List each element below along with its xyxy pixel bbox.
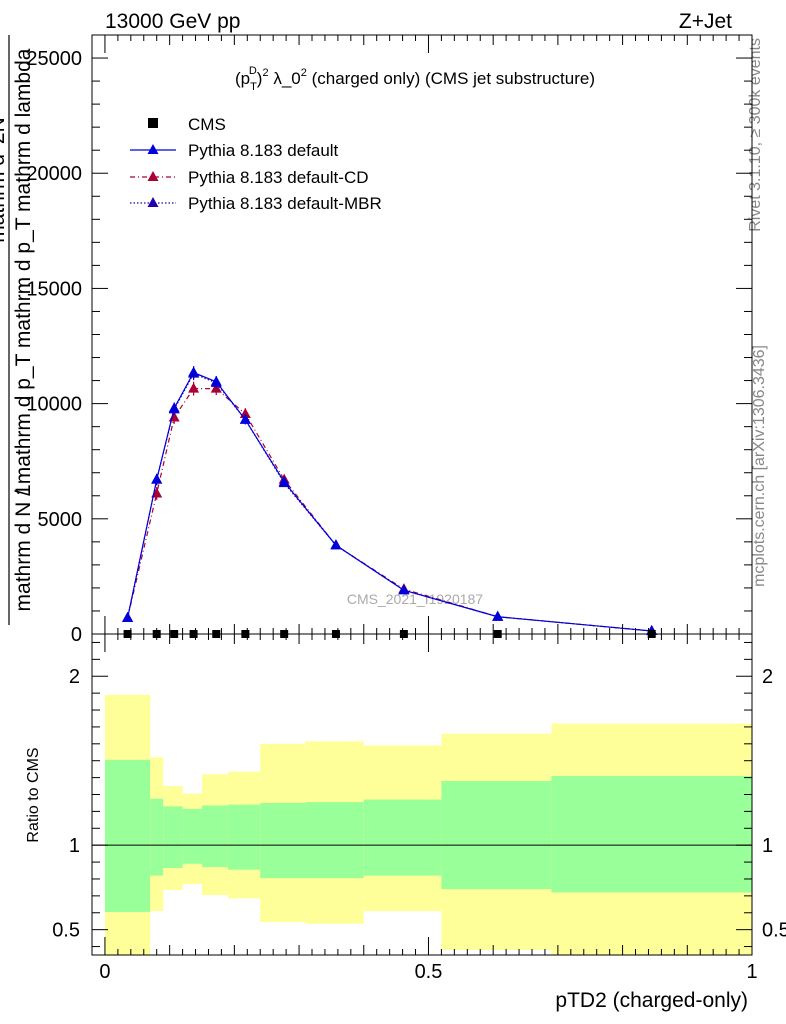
cms-marker-5 bbox=[241, 630, 250, 638]
cms-marker-0 bbox=[123, 630, 132, 638]
marker-default-2 bbox=[168, 402, 180, 413]
cms-marker-6 bbox=[280, 630, 289, 638]
ratio-inner-band-bin-9 bbox=[441, 780, 552, 890]
marker-default-7 bbox=[330, 539, 342, 550]
y-tick-label-10000: 10000 bbox=[26, 394, 82, 416]
ratio-inner-band-bin-4 bbox=[202, 805, 228, 868]
main-y-tick-labels: 0 5000 10000 15000 20000 25000 bbox=[26, 48, 82, 646]
main-axis-ticks bbox=[91, 34, 753, 635]
legend-cd-marker bbox=[147, 171, 159, 181]
legend-default-marker bbox=[147, 144, 159, 154]
legend-mbr-label: Pythia 8.183 default-MBR bbox=[188, 194, 382, 213]
legend: CMS Pythia 8.183 default Pythia 8.183 de… bbox=[130, 115, 382, 213]
ratio-tick-label-left-0.5: 0.5 bbox=[52, 920, 80, 942]
ratio-inner-band-bin-1 bbox=[150, 798, 164, 876]
x-axis-label: pTD2 (charged-only) bbox=[555, 989, 748, 1012]
cms-marker-3 bbox=[189, 630, 198, 638]
ratio-inner-band-bin-5 bbox=[227, 804, 261, 870]
ratio-y-axis-label: Ratio to CMS bbox=[25, 747, 42, 842]
ratio-inner-band-bin-2 bbox=[163, 806, 183, 868]
marker-default-6 bbox=[278, 475, 290, 486]
ratio-tick-label-right-2: 2 bbox=[762, 666, 773, 688]
ratio-tick-label-left-1: 1 bbox=[69, 835, 80, 857]
cms-marker-8 bbox=[399, 630, 408, 638]
plot-title: (pTD)2 λ_02 (charged only) (CMS jet subs… bbox=[235, 65, 595, 93]
legend-cms-label: CMS bbox=[188, 115, 226, 134]
rivet-version-label: Rivet 3.1.10, ≥ 300k events bbox=[747, 38, 764, 232]
ratio-inner-band-bin-8 bbox=[363, 799, 442, 876]
main-series-layer bbox=[122, 366, 658, 638]
legend-mbr-marker bbox=[147, 197, 159, 207]
header-right-label: Z+Jet bbox=[679, 10, 732, 33]
y-tick-label-0: 0 bbox=[71, 624, 82, 646]
x-tick-label-1: 1 bbox=[746, 961, 757, 983]
mcplots-label: mcplots.cern.ch [arXiv:1306.3436] bbox=[751, 345, 768, 587]
cms-marker-2 bbox=[170, 630, 179, 638]
cms-marker-7 bbox=[331, 630, 340, 638]
cms-marker-4 bbox=[212, 630, 221, 638]
ratio-inner-band-bin-7 bbox=[305, 802, 364, 879]
ratio-axis-ticks bbox=[91, 634, 753, 955]
marker-default-0 bbox=[122, 611, 134, 622]
main-y-axis-label: 1 mathrm d N / mathrm d p_T mathrm d p_T… bbox=[0, 35, 35, 625]
ratio-inner-band-bin-6 bbox=[260, 802, 306, 879]
ratio-inner-band-bin-10 bbox=[551, 775, 752, 893]
legend-cms-marker bbox=[148, 118, 158, 128]
marker-default-9 bbox=[492, 610, 504, 621]
marker-default-3 bbox=[188, 366, 200, 377]
marker-default-4 bbox=[210, 375, 222, 386]
ratio-tick-label-left-2: 2 bbox=[69, 666, 80, 688]
marker-default-8 bbox=[398, 584, 410, 595]
marker-default-1 bbox=[151, 473, 163, 484]
marker-cd-3 bbox=[188, 382, 200, 393]
y-tick-label-20000: 20000 bbox=[26, 163, 82, 185]
header-left-label: 13000 GeV pp bbox=[105, 10, 240, 33]
legend-default-label: Pythia 8.183 default bbox=[188, 141, 339, 160]
ratio-tick-label-right-0.5: 0.5 bbox=[762, 920, 786, 942]
y-tick-label-15000: 15000 bbox=[26, 278, 82, 300]
ratio-bands bbox=[104, 694, 752, 955]
ratio-y-tick-labels: 0.5 1 2 0.5 1 2 bbox=[52, 666, 786, 941]
y-label-denominator: mathrm d N / mathrm d p_T mathrm d p_T m… bbox=[12, 48, 35, 611]
cms-marker-1 bbox=[152, 630, 161, 638]
x-tick-label-0.5: 0.5 bbox=[415, 961, 443, 983]
x-tick-labels: 0 0.5 1 bbox=[99, 961, 757, 983]
ratio-inner-band-bin-3 bbox=[182, 808, 202, 864]
y-label-numerator: 1 bbox=[12, 484, 35, 496]
y-label-top: mathrm d^2N bbox=[0, 117, 9, 242]
ratio-tick-label-right-1: 1 bbox=[762, 835, 773, 857]
cms-marker-9 bbox=[493, 630, 502, 638]
legend-cd-label: Pythia 8.183 default-CD bbox=[188, 168, 369, 187]
y-tick-label-5000: 5000 bbox=[38, 509, 83, 531]
x-tick-label-0: 0 bbox=[99, 961, 110, 983]
ratio-inner-band-bin-0 bbox=[104, 759, 151, 912]
y-tick-label-25000: 25000 bbox=[26, 48, 82, 70]
cms-marker-10 bbox=[647, 630, 656, 638]
marker-default-5 bbox=[239, 413, 251, 424]
